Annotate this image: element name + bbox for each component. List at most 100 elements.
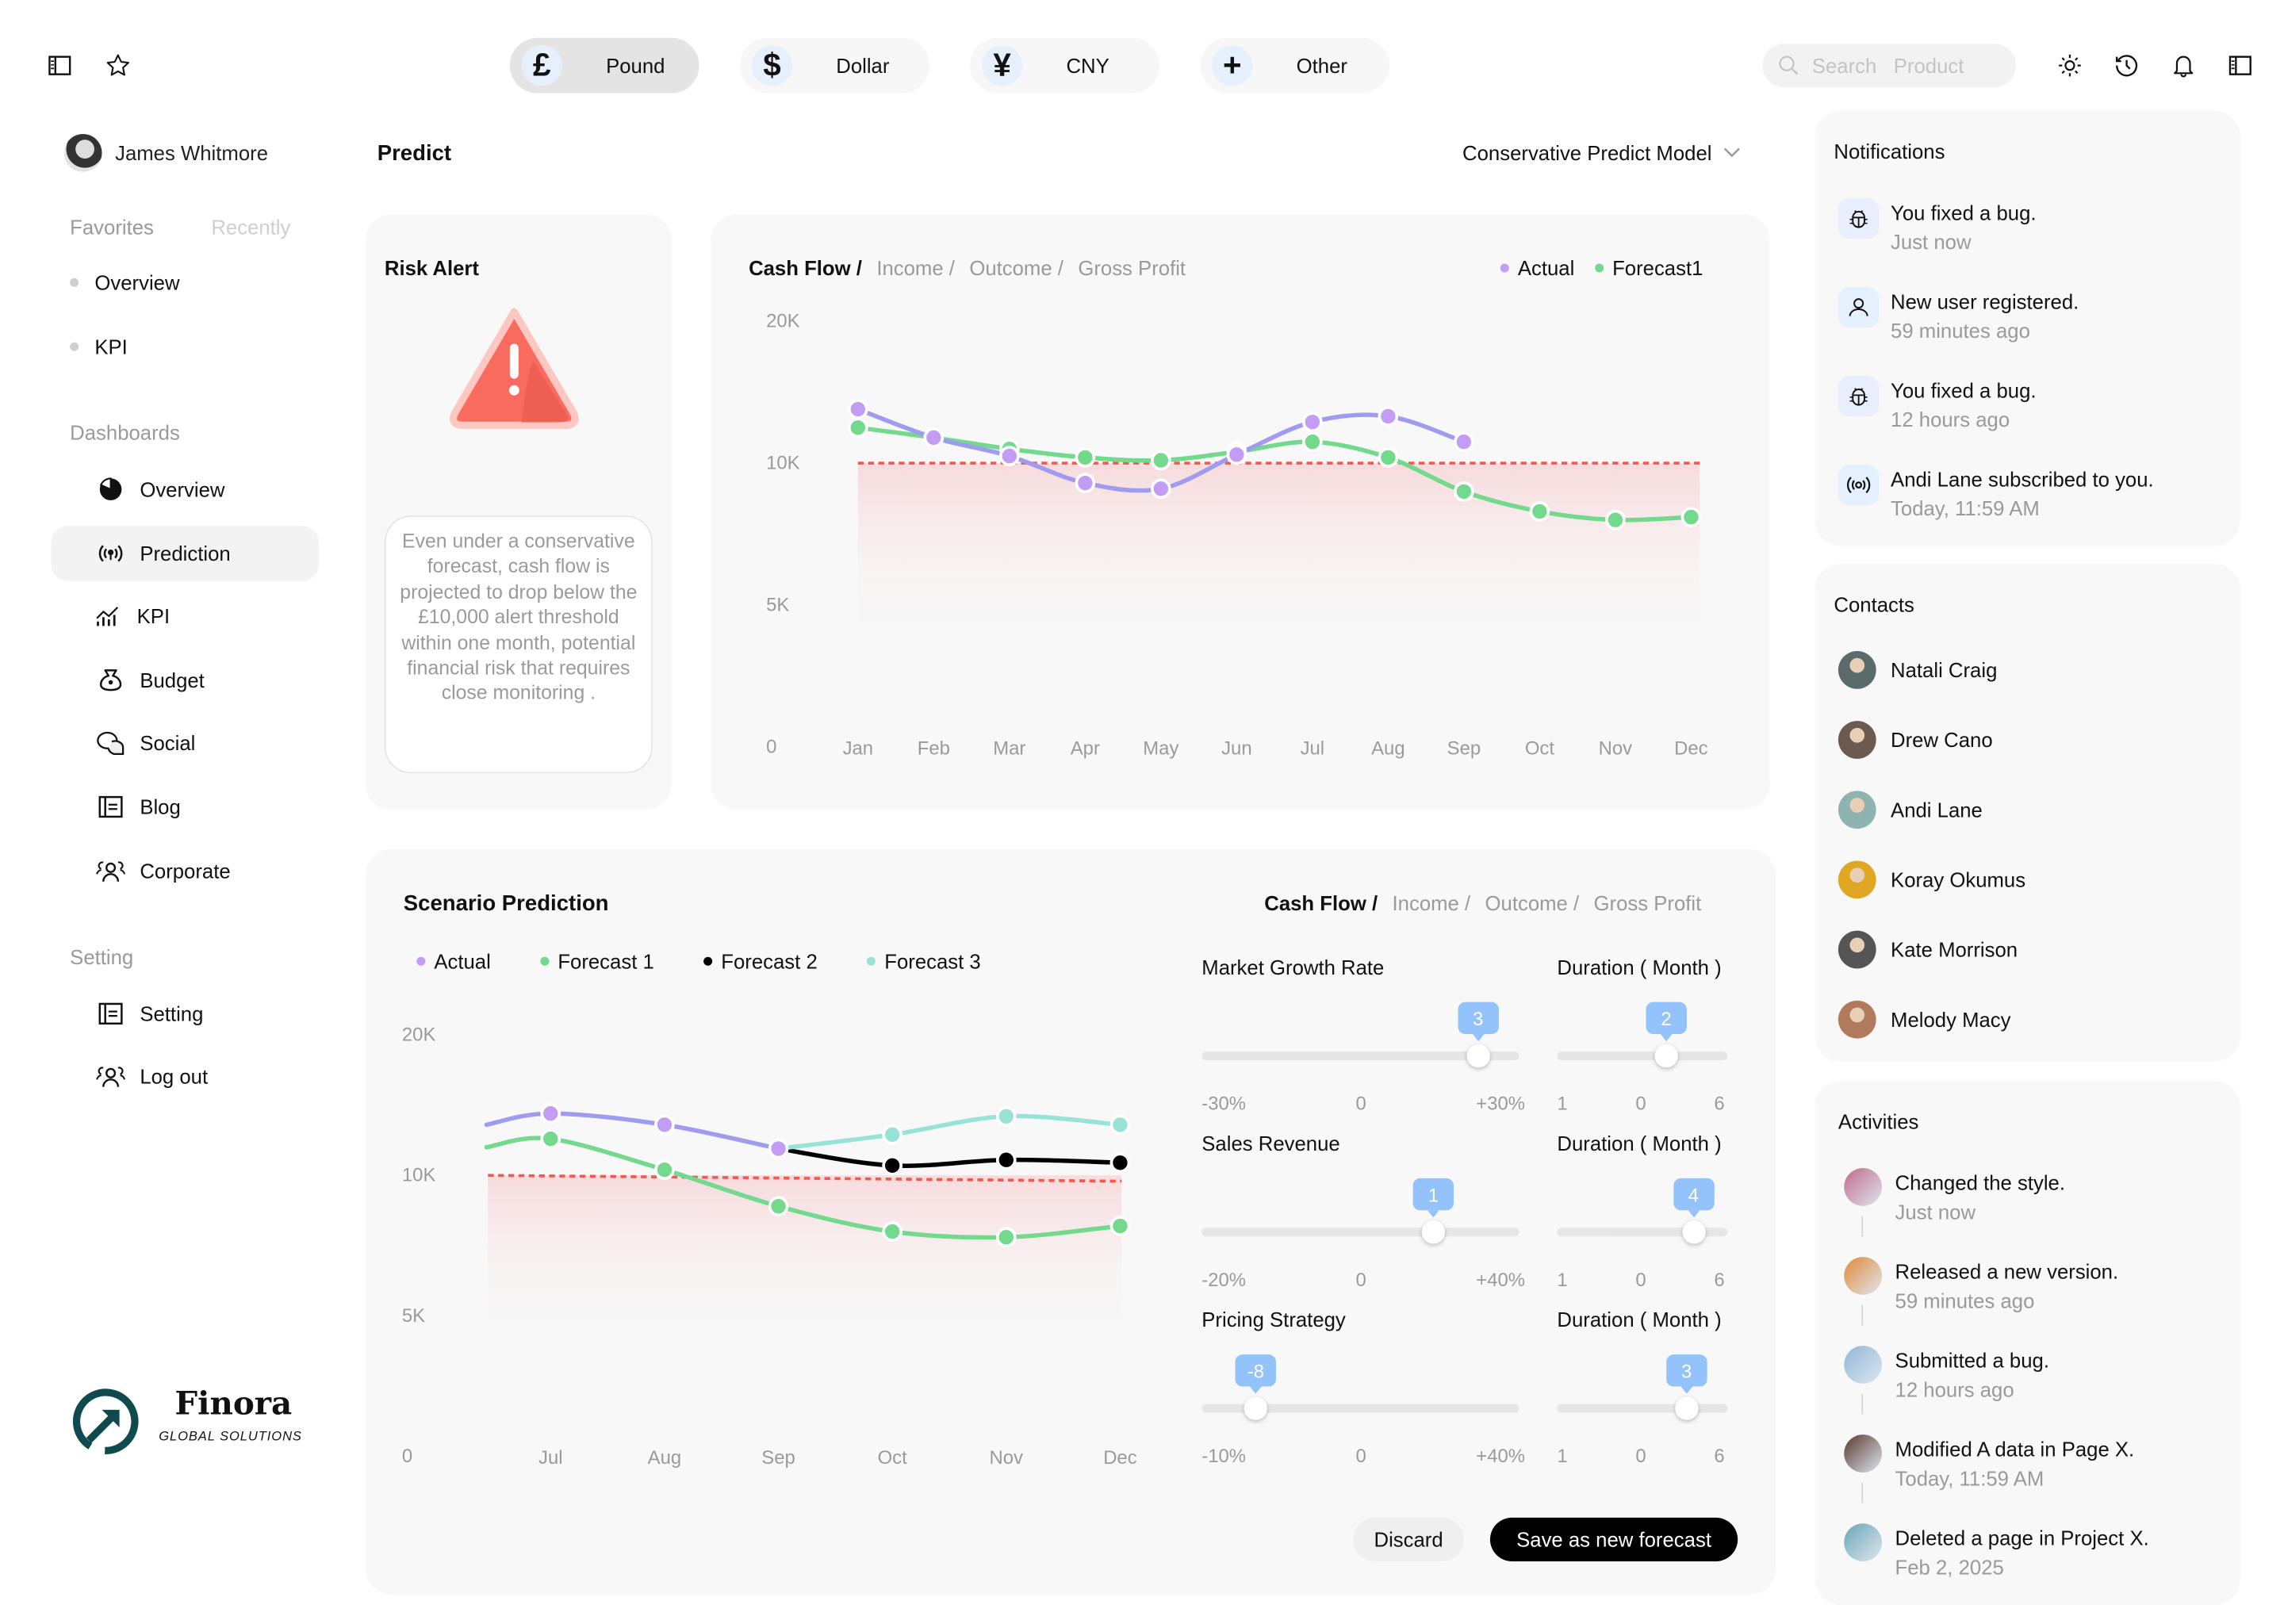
data-point[interactable] [654,1114,675,1136]
contact-item[interactable]: Koray Okumus [1838,860,2025,899]
slider-thumb[interactable] [1681,1220,1706,1244]
data-point[interactable] [1680,507,1702,527]
data-point[interactable] [540,1103,561,1124]
data-point[interactable] [998,446,1020,466]
sidebar-toggle-icon[interactable] [44,49,75,81]
slider-market-growth-rate[interactable]: 3 [1201,1002,1519,1068]
sidebar-item-logout[interactable]: Log out [51,1048,319,1104]
data-point[interactable] [1109,1114,1131,1136]
model-select[interactable]: Conservative Predict Model [1462,141,1741,165]
data-point[interactable] [1109,1152,1131,1174]
data-point[interactable] [995,1227,1017,1248]
data-point[interactable] [847,417,868,439]
contact-item[interactable]: Kate Morrison [1838,930,2018,969]
activity-item[interactable]: Released a new version. 59 minutes ago [1844,1257,2118,1315]
tab-income[interactable]: Income / [876,256,955,280]
data-point[interactable] [540,1128,561,1149]
panel-toggle-icon[interactable] [2225,49,2256,81]
history-icon[interactable] [2110,49,2142,81]
sidebar-item-social[interactable]: Social [51,715,319,771]
slider-thumb[interactable] [1654,1044,1678,1068]
dashboards-heading: Dashboards [70,420,180,445]
contact-item[interactable]: Melody Macy [1838,1000,2011,1039]
sidebar-item-corporate[interactable]: Corporate [51,843,319,898]
slider-duration-month[interactable]: 4 [1557,1178,1728,1244]
data-point[interactable] [882,1221,903,1242]
sun-icon[interactable] [2054,49,2086,81]
sidebar-item-blog[interactable]: Blog [51,779,319,835]
sidebar-item-overview[interactable]: Overview [51,462,319,517]
slider-thumb[interactable] [1466,1044,1490,1068]
slider-duration-month[interactable]: 2 [1557,1002,1728,1068]
slider-duration-month[interactable]: 3 [1557,1354,1728,1420]
data-point[interactable] [1454,481,1474,502]
data-point[interactable] [1075,473,1096,493]
currency-other-button[interactable]: + Other [1200,37,1390,94]
currency-dollar-button[interactable]: $ Dollar [740,37,929,94]
slider-pricing-strategy[interactable]: -8 [1201,1354,1519,1420]
sidebar-item-kpi[interactable]: KPI [51,588,319,644]
data-point[interactable] [1150,478,1171,500]
tab-income[interactable]: Income / [1392,891,1471,915]
tab-favorites[interactable]: Favorites [70,215,154,239]
data-point[interactable] [1109,1216,1131,1236]
data-point[interactable] [995,1149,1017,1170]
data-point[interactable] [1150,450,1171,471]
slider-sales-revenue[interactable]: 1 [1201,1178,1519,1244]
notification-item[interactable]: New user registered. 59 minutes ago [1838,286,2079,345]
tab-gross-profit[interactable]: Gross Profit [1078,256,1186,280]
favorite-item-kpi[interactable]: KPI [70,335,128,358]
data-point[interactable] [1226,444,1247,465]
slider-thumb[interactable] [1675,1396,1699,1420]
star-icon[interactable] [102,49,134,81]
data-point[interactable] [1378,447,1399,468]
data-point[interactable] [847,399,868,419]
activities-card [1815,1080,2240,1606]
data-point[interactable] [995,1105,1017,1127]
sidebar-item-prediction[interactable]: Prediction [51,526,320,581]
slider-thumb[interactable] [1421,1220,1446,1244]
contact-item[interactable]: Natali Craig [1838,651,1997,689]
data-point[interactable] [882,1124,903,1145]
data-point[interactable] [1302,412,1323,432]
slider-thumb[interactable] [1244,1396,1268,1420]
favorite-item-overview[interactable]: Overview [70,270,180,295]
sidebar-item-setting[interactable]: Setting [51,986,319,1041]
user-profile[interactable]: James Whitmore [63,133,268,172]
activity-item[interactable]: Submitted a bug. 12 hours ago [1844,1346,2049,1404]
data-point[interactable] [882,1155,903,1176]
contact-item[interactable]: Drew Cano [1838,721,1993,759]
currency-cny-button[interactable]: ¥ CNY [970,37,1160,94]
data-point[interactable] [1302,431,1323,453]
sidebar-item-budget[interactable]: Budget [51,653,319,708]
tab-gross-profit[interactable]: Gross Profit [1593,891,1702,915]
data-point[interactable] [1454,431,1474,453]
bell-icon[interactable] [2167,49,2199,81]
data-point[interactable] [768,1138,789,1159]
tab-recently[interactable]: Recently [211,215,291,239]
tab-outcome[interactable]: Outcome / [1485,891,1580,915]
contact-item[interactable]: Andi Lane [1838,791,1983,829]
data-point[interactable] [654,1159,675,1180]
activity-item[interactable]: Modified A data in Page X. Today, 11:59 A… [1844,1434,2134,1492]
data-point[interactable] [1529,501,1550,522]
tab-cash-flow[interactable]: Cash Flow / [749,256,862,280]
data-point[interactable] [1605,509,1626,530]
save-forecast-button[interactable]: Save as new forecast [1489,1517,1738,1561]
search-input[interactable]: Search Product [1762,44,2016,88]
data-point[interactable] [768,1196,789,1217]
slider-scale-label: 0 [1355,1268,1366,1291]
activity-item[interactable]: Deleted a page in Project X. Feb 2, 2025 [1844,1523,2149,1581]
discard-button[interactable]: Discard [1353,1517,1464,1561]
activity-item[interactable]: Changed the style. Just now [1844,1168,2065,1226]
currency-pound-button[interactable]: £ Pound [509,37,699,94]
favorite-label: Overview [94,270,180,295]
data-point[interactable] [923,427,945,448]
data-point[interactable] [1378,406,1399,427]
data-point[interactable] [1075,447,1096,468]
tab-outcome[interactable]: Outcome / [969,256,1063,280]
tab-cash-flow[interactable]: Cash Flow / [1264,891,1378,915]
notification-item[interactable]: You fixed a bug. Just now [1838,197,2037,256]
notification-item[interactable]: Andi Lane subscribed to you. Today, 11:59… [1838,464,2154,523]
notification-item[interactable]: You fixed a bug. 12 hours ago [1838,375,2037,434]
